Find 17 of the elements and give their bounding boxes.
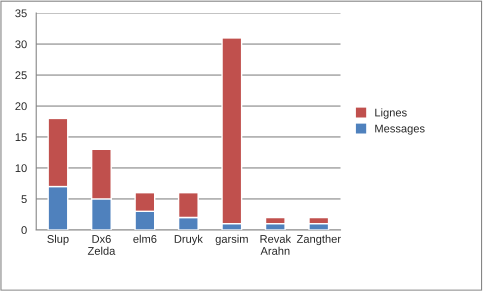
x-tick-label: Slup: [47, 234, 69, 246]
y-tick-label: 20: [15, 102, 27, 110]
y-tick-label: 0: [21, 226, 27, 234]
legend-label: Lignes: [375, 108, 407, 119]
y-tick-label: 30: [15, 40, 27, 48]
y-tick-label: 25: [15, 71, 27, 80]
x-tick-label: Zangther: [296, 234, 341, 246]
x-tick-label: Revak Arahn: [260, 234, 292, 255]
x-tick-label: Druyk: [174, 234, 203, 246]
x-tick-label: elm6: [133, 234, 156, 243]
y-tick-label: 5: [21, 195, 27, 204]
y-tick-label: 15: [16, 133, 27, 142]
y-tick-label: 10: [16, 164, 27, 172]
y-tick-label: 35: [15, 9, 27, 18]
x-tick-label: Dx6 Zelda: [88, 235, 116, 255]
legend-label: Messages: [375, 124, 425, 135]
x-tick-label: garsim: [216, 234, 248, 246]
